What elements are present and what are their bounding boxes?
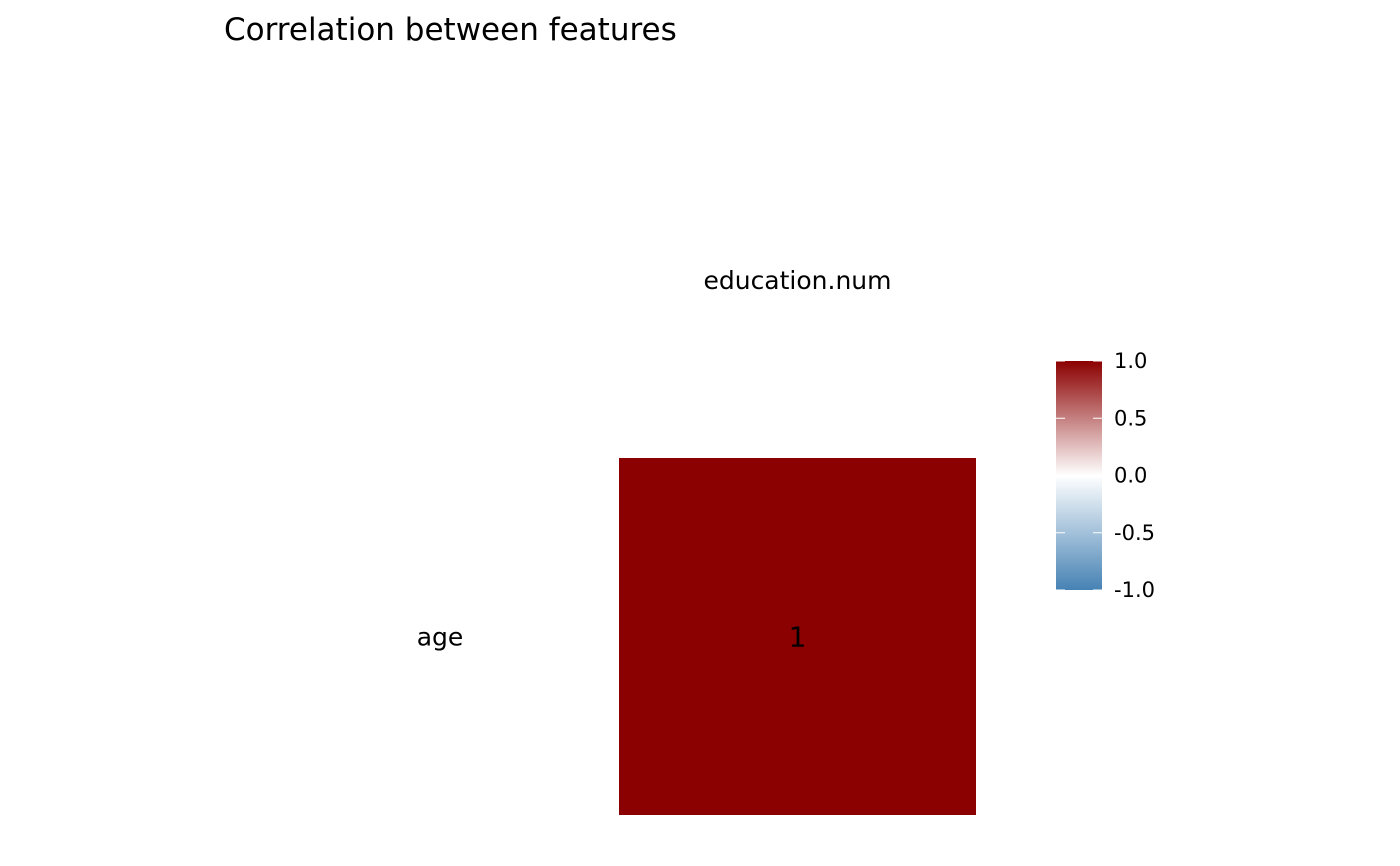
legend-tick-label: 1.0 [1114,349,1147,373]
legend-tick-label: -1.0 [1114,578,1155,602]
heatmap-cells: 1 [619,458,976,815]
chart-title: Correlation between features [224,12,677,48]
cell-value-label: 1 [789,621,807,654]
legend-tick-label: 0.5 [1114,406,1147,430]
x-tick-label: education.num [703,266,891,295]
legend-tick-label: -0.5 [1114,521,1155,545]
color-legend: 1.0 0.5 0.0 -0.5 -1.0 [1056,349,1155,602]
y-axis-labels: age [417,623,464,652]
y-tick-label: age [417,623,464,652]
legend-tick-label: 0.0 [1114,464,1147,488]
heatmap-cell [619,458,976,815]
x-axis-labels: education.num [703,266,891,295]
